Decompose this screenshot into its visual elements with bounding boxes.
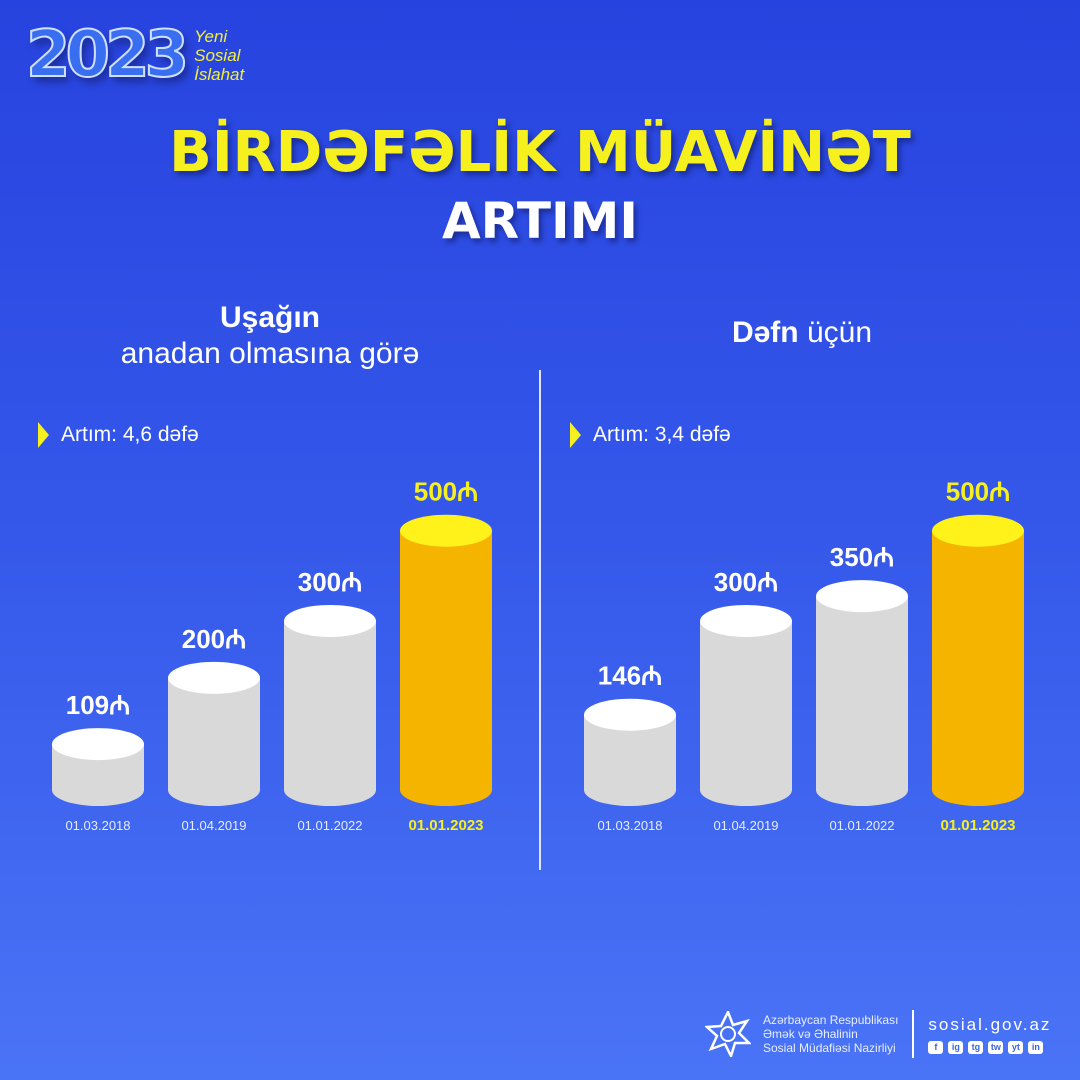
- bar-chart: 109₼ 01.03.2018 200₼ 01.04.2019 300₼ 01.01.20…: [52, 477, 492, 834]
- chart-title-rest: üçün: [806, 316, 873, 349]
- ministry-name: Azərbaycan Respublikası Əmək və Əhalinin…: [763, 1013, 898, 1055]
- chart-title: Uşağın anadan olmasına görə: [0, 300, 540, 372]
- growth-note: Artım: 3,4 dəfə: [570, 422, 731, 448]
- website-link[interactable]: sosial.gov.az: [928, 1014, 1052, 1034]
- chart-title-bold: Uşağın: [219, 301, 321, 334]
- bar: [932, 514, 1024, 806]
- date-label: 01.01.2023: [940, 817, 1015, 834]
- tagline-line: Sosial: [194, 45, 241, 65]
- bar: [284, 604, 376, 806]
- bar-chart: 146₼ 01.03.2018 300₼ 01.04.2019 350₼ 01.01.20…: [584, 477, 1024, 834]
- value-label: 500₼: [414, 477, 478, 507]
- bar-body: [932, 530, 1024, 806]
- chart-funeral: Dəfn üçün Artım: 3,4 dəfə 146₼ 01.03.2018…: [532, 300, 1072, 860]
- value-label: 300₼: [298, 567, 362, 597]
- bar-top: [700, 604, 792, 637]
- bar-body: [168, 677, 260, 806]
- tagline-line: Yeni: [194, 26, 228, 46]
- bar-top: [816, 580, 908, 613]
- footer: Azərbaycan Respublikası Əmək və Əhalinin…: [705, 1010, 1051, 1058]
- org-line: Əmək və Əhalinin: [763, 1027, 858, 1041]
- date-label: 01.04.2019: [181, 818, 246, 833]
- ministry-emblem-icon: [705, 1011, 751, 1057]
- chart-title-bold: Dəfn: [731, 316, 799, 349]
- instagram-icon[interactable]: ig: [948, 1040, 964, 1054]
- bar-body: [52, 744, 144, 806]
- divider: [539, 370, 541, 870]
- logo-year: 2023: [25, 17, 190, 93]
- reform-logo: 2023 Yeni Sosial İslahat: [25, 17, 244, 93]
- footer-divider: [912, 1010, 915, 1058]
- bar-body: [284, 620, 376, 806]
- bar-top: [284, 604, 376, 637]
- growth-label: Artım: 3,4 dəfə: [593, 423, 731, 446]
- facebook-icon[interactable]: f: [928, 1040, 944, 1054]
- title-line-2: ARTIMI: [441, 192, 639, 250]
- bar-top: [168, 661, 260, 694]
- bar-body: [400, 530, 492, 806]
- bar-top: [932, 514, 1024, 547]
- bar: [584, 698, 676, 806]
- bar: [400, 514, 492, 806]
- date-label: 01.04.2019: [713, 818, 778, 833]
- logo-tagline: Yeni Sosial İslahat: [194, 27, 244, 84]
- chart-title: Dəfn üçün: [532, 315, 1072, 351]
- chart-birth: Uşağın anadan olmasına görə Artım: 4,6 d…: [0, 300, 540, 860]
- value-label: 200₼: [182, 624, 246, 654]
- bar: [168, 661, 260, 806]
- bar: [816, 580, 908, 806]
- date-label: 01.03.2018: [65, 818, 130, 833]
- chart-title-rest: anadan olmasına görə: [120, 337, 420, 370]
- tagline-line: İslahat: [194, 64, 245, 84]
- linkedin-icon[interactable]: in: [1028, 1040, 1044, 1054]
- twitter-icon[interactable]: tw: [988, 1040, 1004, 1054]
- triangle-icon: [38, 422, 49, 448]
- bar-top: [400, 514, 492, 547]
- value-label: 300₼: [714, 567, 778, 597]
- bar-top: [52, 728, 144, 761]
- org-line: Sosial Müdafiəsi Nazirliyi: [763, 1041, 896, 1055]
- telegram-icon[interactable]: tg: [968, 1040, 984, 1054]
- bar: [52, 728, 144, 806]
- org-line: Azərbaycan Respublikası: [763, 1013, 899, 1027]
- bar-body: [816, 596, 908, 806]
- value-label: 146₼: [598, 661, 662, 691]
- bar-body: [700, 620, 792, 806]
- social-icons: f ig tg tw yt in: [928, 1040, 1051, 1054]
- date-label: 01.03.2018: [597, 818, 662, 833]
- bar: [700, 604, 792, 806]
- date-label: 01.01.2023: [408, 817, 483, 834]
- date-label: 01.01.2022: [297, 818, 362, 833]
- value-label: 109₼: [66, 690, 130, 720]
- bar-body: [584, 714, 676, 806]
- value-label: 500₼: [946, 477, 1010, 507]
- bar-top: [584, 698, 676, 731]
- triangle-icon: [570, 422, 581, 448]
- title-line-1: BİRDƏFƏLİK MÜAVİNƏT: [169, 120, 911, 185]
- date-label: 01.01.2022: [829, 818, 894, 833]
- growth-note: Artım: 4,6 dəfə: [38, 422, 199, 448]
- youtube-icon[interactable]: yt: [1008, 1040, 1024, 1054]
- value-label: 350₼: [830, 542, 894, 572]
- growth-label: Artım: 4,6 dəfə: [61, 423, 199, 446]
